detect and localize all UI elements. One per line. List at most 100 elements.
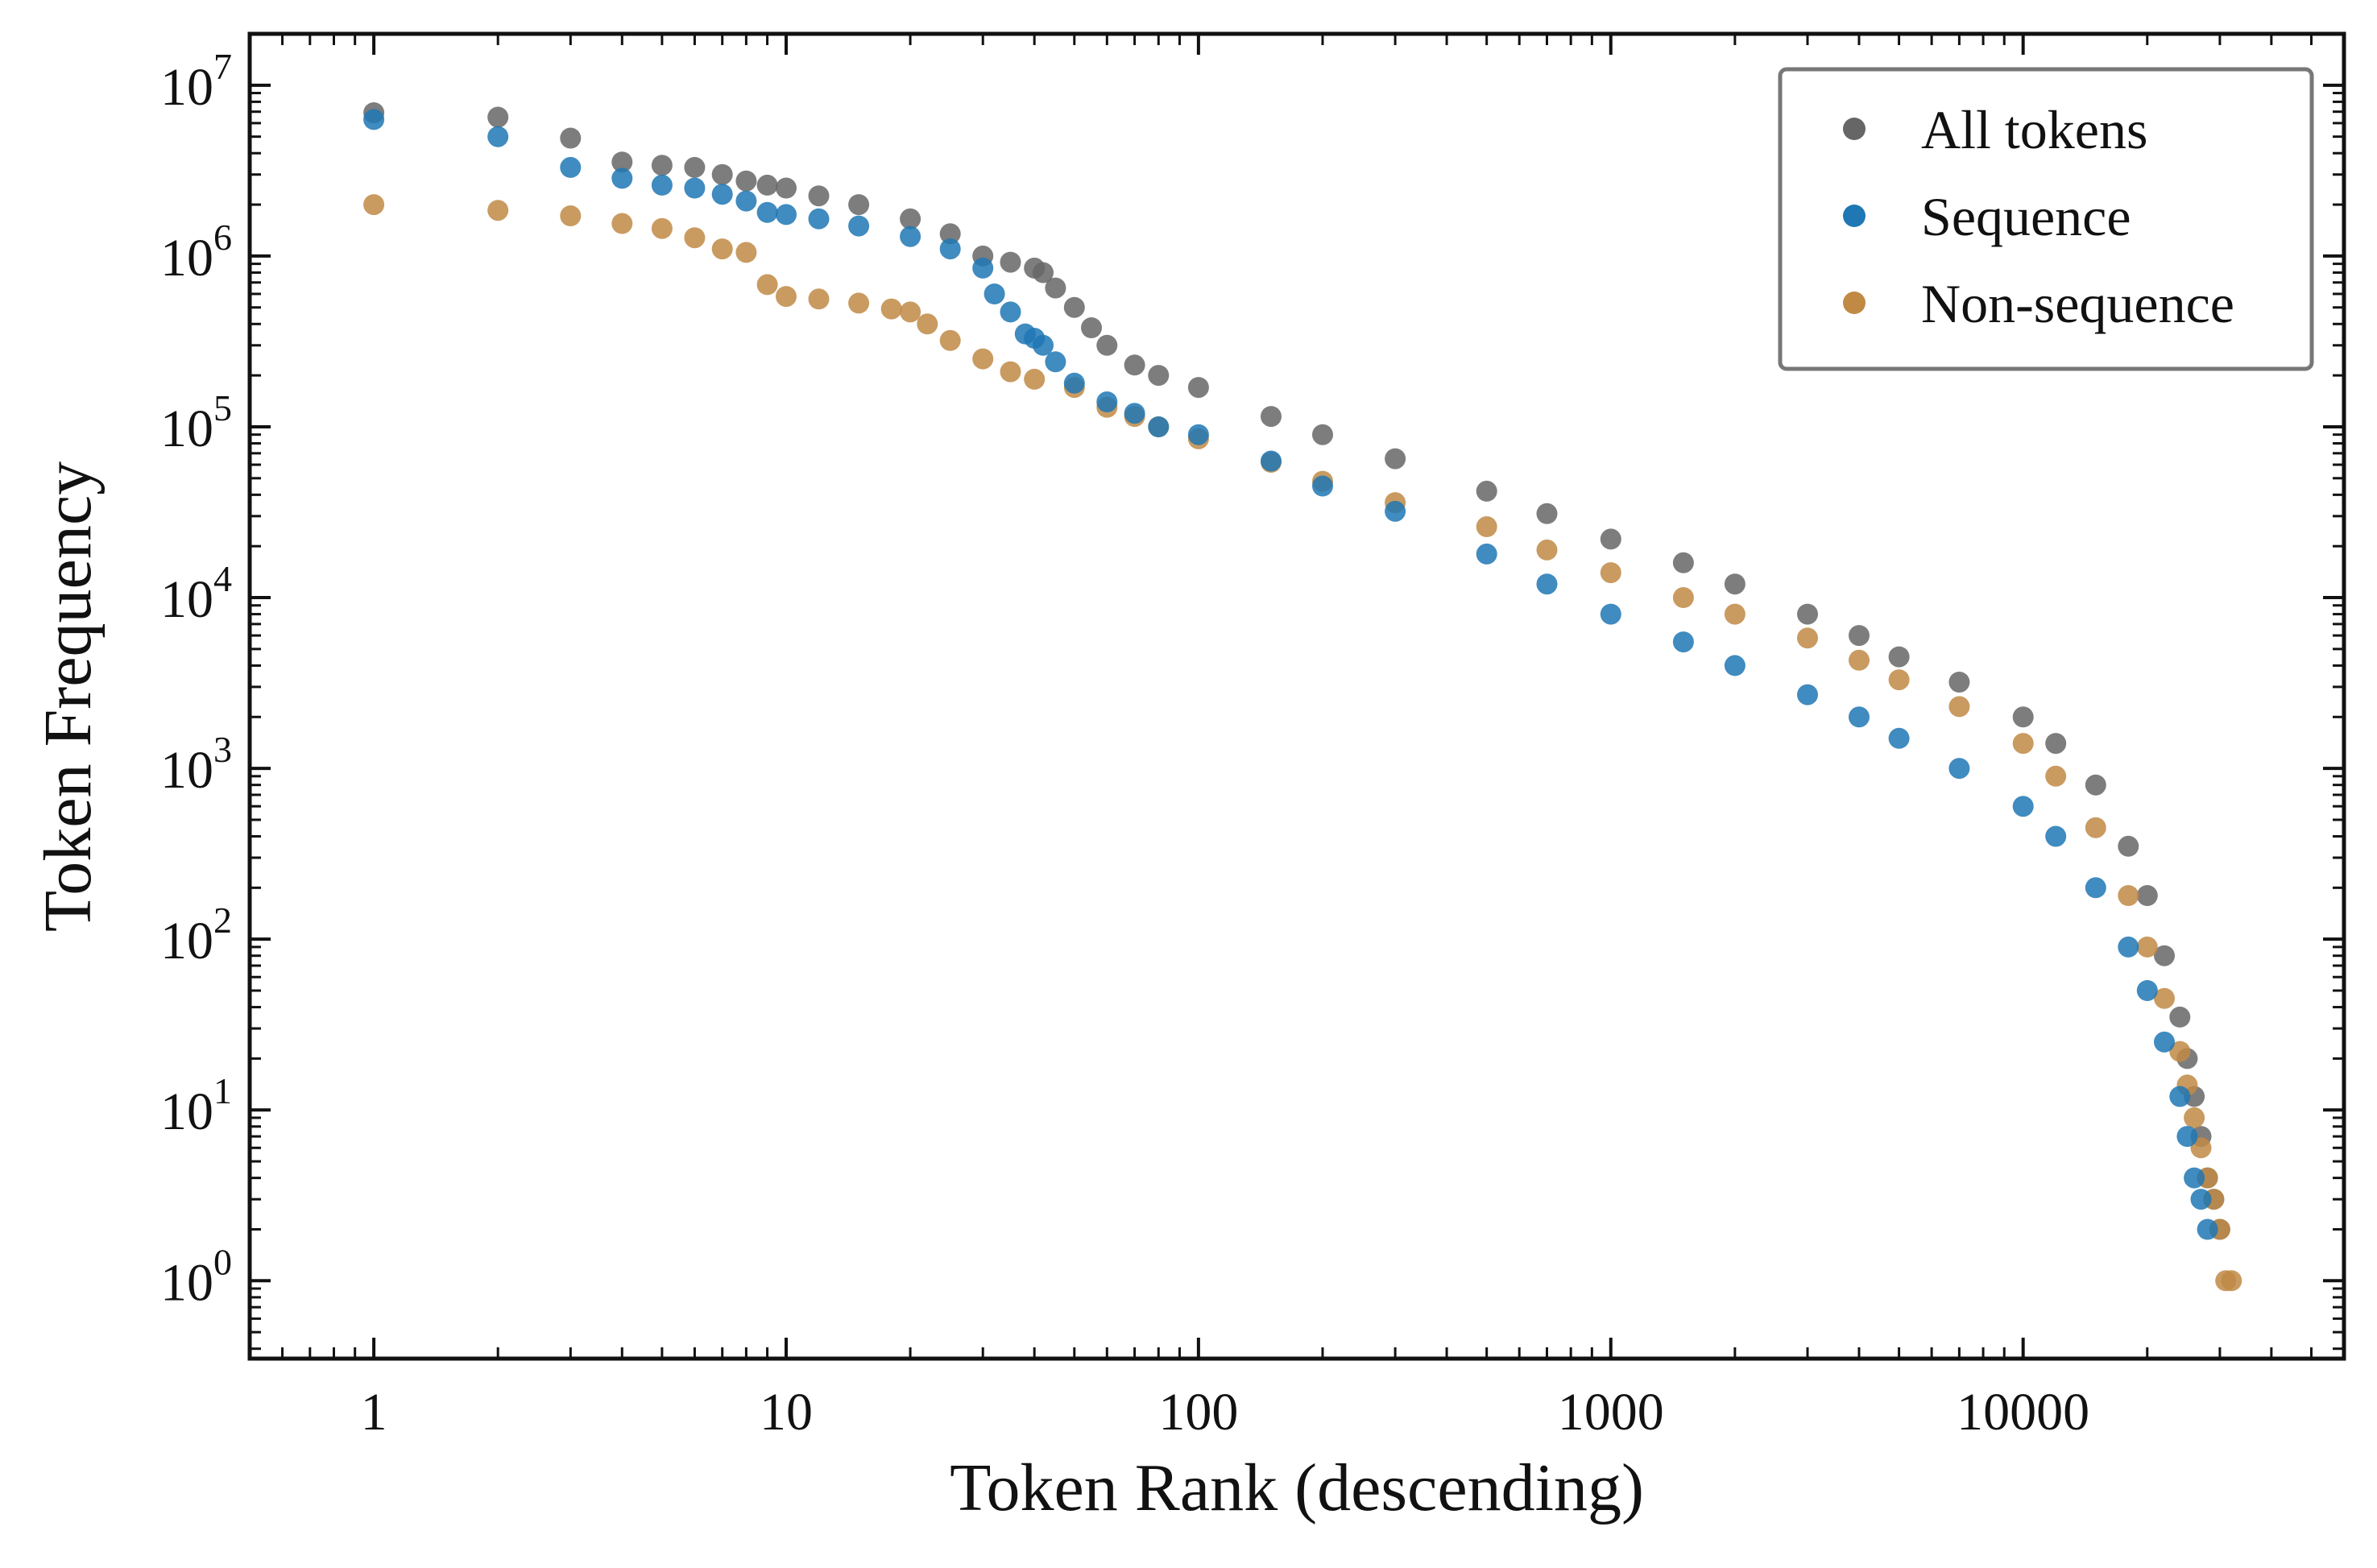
y-tick-exponent: 1: [213, 1070, 232, 1111]
point-non-sequence: [711, 238, 733, 260]
point-non-sequence: [808, 288, 830, 310]
point-sequence: [2190, 1189, 2212, 1210]
point-non-sequence: [848, 292, 870, 314]
point-sequence: [1797, 684, 1818, 705]
data-points: [363, 102, 2242, 1292]
point-sequence: [684, 177, 706, 199]
point-sequence: [2085, 877, 2106, 899]
point-non-sequence: [2045, 765, 2067, 787]
point-sequence: [808, 208, 830, 230]
y-axis-title: Token Frequency: [31, 461, 106, 932]
x-axis: 1 10 100 1000 10000: [281, 34, 2313, 1442]
point-non-sequence: [611, 213, 633, 234]
point-sequence: [2184, 1167, 2205, 1189]
y-tick-label: 106: [160, 217, 232, 288]
point-sequence: [1312, 475, 1333, 497]
point-non-sequence: [1476, 516, 1497, 537]
point-all-tokens: [1187, 377, 1209, 399]
legend-label-sequence: Sequence: [1921, 186, 2131, 247]
point-sequence: [1063, 372, 1085, 394]
point-all-tokens: [1033, 262, 1054, 283]
point-all-tokens: [611, 151, 633, 173]
point-non-sequence: [756, 274, 778, 296]
point-non-sequence: [2169, 1041, 2191, 1062]
point-all-tokens: [2169, 1006, 2191, 1028]
point-all-tokens: [1849, 625, 1870, 647]
point-non-sequence: [972, 348, 994, 370]
point-non-sequence: [2184, 1107, 2205, 1128]
point-all-tokens: [1124, 354, 1145, 376]
y-tick-exponent: 7: [213, 46, 232, 87]
point-all-tokens: [1385, 448, 1406, 470]
point-all-tokens: [2045, 733, 2067, 755]
y-tick-base: 10: [160, 1253, 213, 1312]
point-sequence: [776, 204, 797, 225]
point-all-tokens: [1888, 646, 1910, 668]
y-tick-exponent: 3: [213, 729, 232, 770]
y-tick-label: 107: [160, 46, 232, 117]
point-non-sequence: [2085, 817, 2106, 838]
legend-label-non-sequence: Non-sequence: [1921, 273, 2234, 334]
point-sequence: [939, 238, 961, 260]
point-non-sequence: [1888, 669, 1910, 691]
point-all-tokens: [2012, 706, 2034, 728]
point-sequence: [972, 257, 994, 279]
point-sequence: [2154, 1031, 2175, 1053]
point-all-tokens: [1672, 552, 1694, 573]
point-non-sequence: [1024, 368, 1046, 390]
legend-box: [1778, 67, 2314, 371]
point-all-tokens: [2085, 774, 2106, 796]
point-sequence: [2118, 936, 2139, 958]
point-sequence: [848, 215, 870, 237]
y-tick-label: 102: [160, 900, 232, 970]
y-tick-base: 10: [160, 570, 213, 629]
y-tick-exponent: 6: [213, 217, 232, 258]
y-tick-base: 10: [160, 399, 213, 458]
point-all-tokens: [1096, 334, 1118, 356]
point-all-tokens: [1063, 296, 1085, 318]
point-sequence: [487, 126, 509, 147]
legend-marker-all-tokens: [1843, 118, 1866, 140]
point-sequence: [735, 190, 757, 212]
point-non-sequence: [2190, 1137, 2212, 1159]
point-sequence: [1033, 334, 1054, 356]
y-tick-exponent: 4: [213, 558, 232, 599]
legend-marker-non-sequence: [1843, 292, 1866, 314]
point-all-tokens: [735, 170, 757, 192]
point-non-sequence: [2136, 936, 2158, 958]
y-tick-base: 10: [160, 1082, 213, 1141]
point-all-tokens: [1476, 480, 1497, 502]
point-non-sequence: [1536, 539, 1558, 561]
point-non-sequence: [560, 205, 582, 226]
point-all-tokens: [1045, 277, 1066, 299]
y-tick-exponent: 0: [213, 1241, 232, 1282]
point-sequence: [1672, 631, 1694, 653]
point-all-tokens: [939, 223, 961, 245]
point-non-sequence: [2118, 885, 2139, 906]
plot-area-frame: [247, 31, 2346, 1361]
point-sequence: [611, 168, 633, 189]
y-tick-base: 10: [160, 229, 213, 288]
point-all-tokens: [1724, 573, 1745, 595]
point-non-sequence: [939, 329, 961, 351]
point-all-tokens: [487, 106, 509, 128]
point-all-tokens: [2136, 885, 2158, 906]
point-sequence: [900, 225, 921, 247]
point-sequence: [2136, 980, 2158, 1001]
point-all-tokens: [776, 177, 797, 199]
point-non-sequence: [2221, 1270, 2242, 1292]
point-non-sequence: [1600, 562, 1621, 584]
point-non-sequence: [900, 301, 921, 323]
point-all-tokens: [1312, 424, 1333, 445]
point-sequence: [1187, 424, 1209, 445]
point-non-sequence: [1724, 603, 1745, 625]
point-non-sequence: [1849, 649, 1870, 671]
point-sequence: [1476, 543, 1497, 565]
point-all-tokens: [560, 127, 582, 149]
point-sequence: [1948, 758, 1970, 780]
point-non-sequence: [651, 217, 673, 239]
point-all-tokens: [2118, 835, 2139, 857]
point-all-tokens: [1261, 406, 1282, 428]
point-non-sequence: [917, 313, 938, 335]
